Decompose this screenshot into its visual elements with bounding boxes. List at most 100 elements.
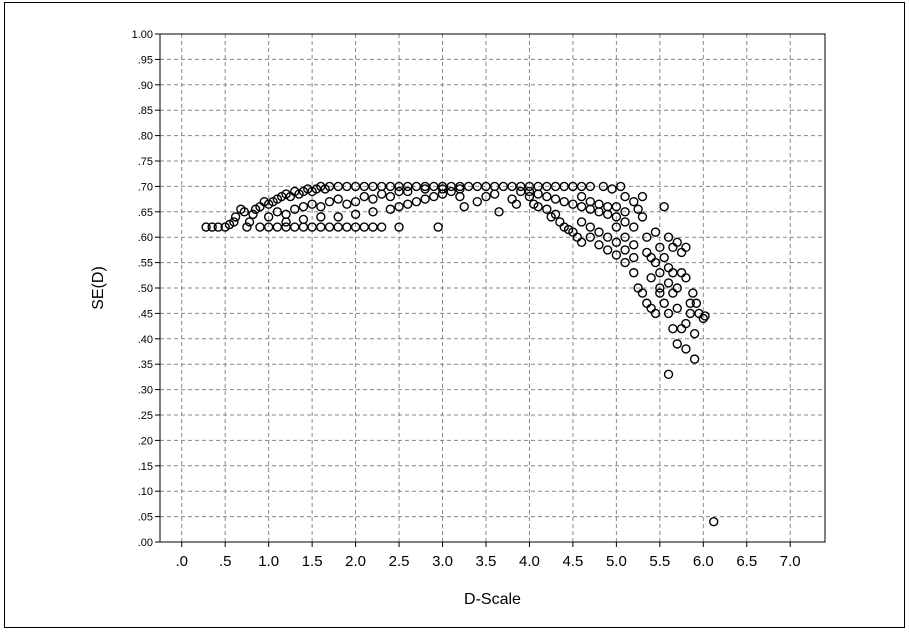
y-tick-label: .25 [138,410,153,422]
data-point [611,237,622,247]
data-point [681,318,691,329]
data-point [700,311,710,321]
data-point [433,222,443,232]
y-tick-label: .85 [138,105,153,117]
data-point [368,207,378,217]
data-point [611,250,622,260]
data-point [663,278,674,288]
y-tick-label: .45 [138,308,153,320]
data-point [650,257,661,268]
data-point [620,207,630,217]
data-point [650,227,661,237]
y-axis-label: SE(D) [90,266,107,310]
data-point [489,189,500,199]
data-point [689,329,700,339]
data-point [507,194,517,204]
data-point [668,268,678,278]
y-tick-label: .95 [138,54,153,66]
data-point [420,194,430,204]
data-point [663,369,674,380]
data-point [385,191,396,202]
data-point [637,191,648,202]
data-point [298,222,309,232]
data-point [542,191,552,202]
data-point [403,186,413,197]
data-point [368,194,378,204]
data-point [709,516,719,527]
data-point [620,232,630,242]
data-point [359,222,369,232]
data-point [403,199,413,209]
data-point [333,194,343,204]
data-point [668,288,678,298]
data-point [244,217,255,227]
data-point [620,191,630,202]
x-tick-label: 7.0 [780,553,801,570]
data-point [550,209,561,220]
data-point [307,199,317,209]
data-point [385,204,396,214]
y-tick-label: .90 [138,80,153,92]
data-point [585,222,595,232]
y-tick-label: .05 [138,512,153,524]
data-point [248,209,258,220]
y-tick-label: .00 [138,537,153,549]
data-point [576,202,587,212]
data-point [481,191,491,202]
data-point [607,184,617,194]
data-point [642,247,652,258]
y-tick-label: .10 [138,486,153,498]
data-point [594,227,604,237]
data-point [324,222,335,232]
data-point [629,252,639,263]
x-tick-label: 4.5 [562,553,583,570]
y-tick-label: .15 [138,461,153,473]
data-point [633,204,643,214]
data-point [213,222,223,232]
data-point [242,222,252,232]
data-point [629,240,639,250]
data-point [298,202,309,212]
data-point [350,209,361,220]
data-point [429,191,439,202]
data-point [616,181,626,192]
data-point [594,199,604,209]
data-point [681,344,691,354]
data-point [659,252,669,263]
data-point [691,298,702,308]
data-point [659,202,669,212]
data-point [698,313,709,324]
y-tick-label: .20 [138,435,153,447]
data-point [201,222,211,232]
data-point [229,217,239,227]
y-tick-label: .40 [138,334,153,346]
data-point [629,196,639,207]
data-points [201,181,719,527]
data-point [333,212,343,222]
data-point [472,196,482,207]
data-point [576,191,587,202]
x-tick-label: 6.5 [736,553,757,570]
scatter-chart: .00 .05 .10 .15 .20 .25 .30 .35 .40 .45 .50 .55 .60.… [90,29,826,608]
data-point [542,204,552,214]
data-point [637,212,648,222]
data-point [555,217,565,227]
data-point [524,191,535,202]
data-point [394,202,404,212]
data-point [272,207,283,217]
data-point [533,202,543,212]
data-point [663,308,674,319]
data-point [411,196,422,207]
y-tick-label: .65 [138,207,153,219]
x-tick-label: 2.0 [345,553,366,570]
data-point [611,212,622,222]
data-point [642,232,652,242]
y-tick-label: .50 [138,283,153,295]
data-point [676,247,687,258]
x-tick-label: .5 [219,553,232,570]
data-point [672,339,682,349]
grid-lines [160,34,825,542]
data-point [629,222,639,232]
data-point [446,186,456,197]
chart-frame: .00 .05 .10 .15 .20 .25 .30 .35 .40 .45 .50 .55 .60.… [4,2,905,628]
